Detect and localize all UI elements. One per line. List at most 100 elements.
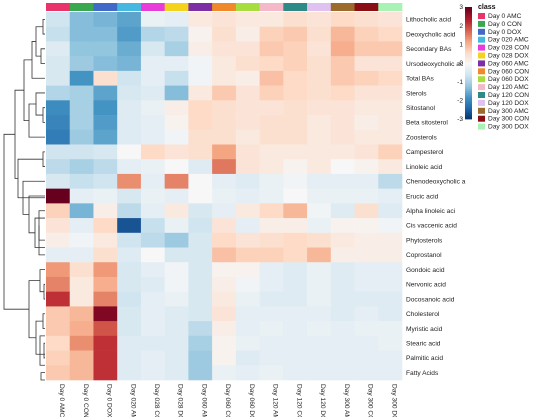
heatmap-cell xyxy=(188,41,213,57)
heatmap-cell xyxy=(188,350,213,366)
heatmap-cell xyxy=(117,70,142,86)
heatmap-cell xyxy=(354,350,379,366)
heatmap-cell xyxy=(212,218,237,234)
legend-label: Day 120 DOX xyxy=(488,100,529,107)
heatmap-cell xyxy=(46,218,71,234)
dendrogram-branch xyxy=(3,133,29,310)
heatmap-cell xyxy=(117,12,142,28)
colorbar-segment xyxy=(465,57,472,60)
heatmap-cell xyxy=(140,26,165,42)
heatmap-cell xyxy=(283,41,308,57)
colorbar-segment xyxy=(465,16,472,19)
colorbar-segment xyxy=(465,81,472,84)
heatmap-cell xyxy=(259,85,284,101)
heatmap-cell xyxy=(188,218,213,234)
column-label: Day 0 CON xyxy=(82,384,89,417)
heatmap-cell xyxy=(307,335,332,351)
heatmap-cell xyxy=(117,100,142,116)
heatmap-cell xyxy=(140,276,165,292)
heatmap-cell xyxy=(188,144,213,160)
heatmap-cell xyxy=(283,188,308,204)
heatmap-cell xyxy=(354,12,379,28)
heatmap-cell xyxy=(212,41,237,57)
heatmap-cell xyxy=(235,218,260,234)
heatmap-cell xyxy=(235,276,260,292)
heatmap-cell xyxy=(93,26,118,42)
colorbar-segment xyxy=(465,21,472,25)
legend-label: Day 0 DOX xyxy=(488,29,522,36)
colorbar-tick: -1 xyxy=(457,79,463,86)
heatmap-cell xyxy=(164,350,189,366)
heatmap-cell xyxy=(307,144,332,160)
heatmap-cell xyxy=(212,188,237,204)
colorbar-segment xyxy=(465,7,472,10)
heatmap-cell xyxy=(212,159,237,175)
heatmap-cell xyxy=(46,335,71,351)
colorbar-segment xyxy=(465,59,472,62)
heatmap-cell xyxy=(307,247,332,263)
heatmap-cell xyxy=(188,247,213,263)
heatmap-cell xyxy=(69,321,94,337)
heatmap-cell xyxy=(259,115,284,131)
heatmap-cell xyxy=(140,12,165,28)
heatmap-cell xyxy=(69,56,94,72)
heatmap-cell xyxy=(93,291,118,307)
heatmap-cell xyxy=(259,70,284,86)
colorbar-segment xyxy=(465,10,472,13)
heatmap-cell xyxy=(354,335,379,351)
heatmap-cell xyxy=(164,56,189,72)
heatmap-cell xyxy=(378,203,403,219)
colorbar-segment xyxy=(465,48,472,51)
colorbar-segment xyxy=(465,12,472,15)
dendrogram-branch xyxy=(35,92,45,116)
colorbar-tick: 1 xyxy=(459,42,463,49)
colorbar-segment xyxy=(465,23,472,27)
heatmap-cell xyxy=(140,115,165,131)
row-label: Total BAs xyxy=(406,76,435,83)
heatmap-cell xyxy=(117,129,142,145)
heatmap-cell xyxy=(188,321,213,337)
class-bar-cell xyxy=(212,3,237,11)
heatmap-cell xyxy=(164,115,189,131)
row-label: Zoosterols xyxy=(406,134,437,141)
heatmap-cell xyxy=(378,188,403,204)
heatmap-cell xyxy=(46,26,71,42)
heatmap-cell xyxy=(259,232,284,248)
heatmap-cell xyxy=(69,188,94,204)
heatmap-cell xyxy=(283,335,308,351)
dendrogram-branch xyxy=(42,18,45,35)
heatmap-cell xyxy=(188,115,213,131)
legend-label: Day 120 AMC xyxy=(488,84,529,91)
heatmap-cell xyxy=(378,306,403,322)
heatmap-cell xyxy=(164,85,189,101)
legend-swatch xyxy=(478,60,485,67)
heatmap-cell xyxy=(140,70,165,86)
heatmap-cell xyxy=(140,306,165,322)
heatmap-cell xyxy=(330,56,355,72)
heatmap-cell xyxy=(93,203,118,219)
heatmap-cell xyxy=(378,350,403,366)
heatmap-cell xyxy=(330,350,355,366)
class-bar-cell xyxy=(235,3,260,11)
heatmap-cell xyxy=(188,291,213,307)
heatmap-cell xyxy=(235,335,260,351)
heatmap-cell xyxy=(46,85,71,101)
heatmap-cell xyxy=(117,56,142,72)
heatmap-cell xyxy=(378,232,403,248)
heatmap-cell xyxy=(330,41,355,57)
legend-swatch xyxy=(478,76,485,83)
heatmap-cell xyxy=(140,173,165,189)
heatmap-cell xyxy=(283,321,308,337)
row-label: Erucic acid xyxy=(406,193,439,200)
heatmap-cell xyxy=(378,12,403,28)
heatmap-cell xyxy=(354,56,379,72)
heatmap-cell xyxy=(117,144,142,160)
heatmap-cell xyxy=(164,41,189,57)
heatmap-cell xyxy=(93,12,118,28)
heatmap-cell xyxy=(235,56,260,72)
legend-swatch xyxy=(478,36,485,43)
heatmap-cell xyxy=(378,56,403,72)
dendrogram-branch xyxy=(40,48,45,64)
heatmap-cell xyxy=(117,335,142,351)
